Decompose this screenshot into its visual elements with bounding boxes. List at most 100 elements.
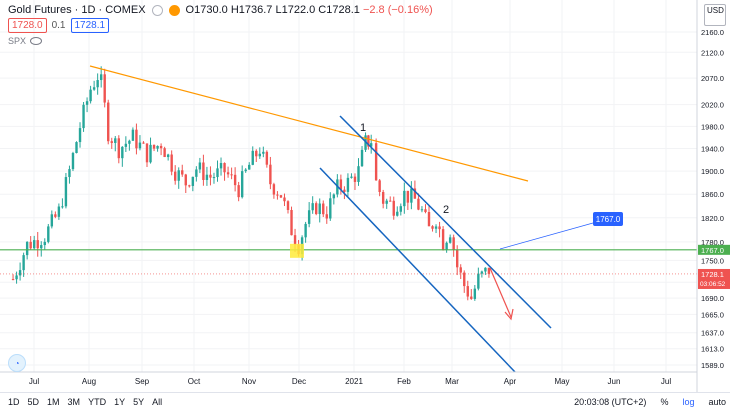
candle-body [181, 170, 184, 175]
auto-scale-toggle[interactable]: auto [708, 397, 726, 407]
candle-body [262, 151, 265, 154]
candle-body [279, 195, 283, 198]
candle-body [195, 169, 198, 177]
candle-body [406, 190, 410, 203]
change-value: −2.8 (−0.16%) [362, 4, 433, 16]
candle-body [40, 245, 43, 249]
candle-body [357, 166, 360, 182]
drawings: 1767.0 1 2 [0, 65, 697, 373]
time-tick-label: 2021 [345, 377, 363, 386]
time-tick-label: May [554, 377, 569, 386]
time-tick-label: Sep [135, 377, 150, 386]
candle-body [205, 174, 209, 180]
candle-body [166, 154, 170, 158]
symbol-title[interactable]: Gold Futures · 1D · COMEX [8, 4, 146, 16]
tradingview-logo-icon[interactable]: ◔ [8, 354, 26, 372]
candle-body [431, 226, 434, 229]
log-scale-toggle[interactable]: log [682, 397, 695, 407]
currency-selector[interactable]: USD [704, 4, 726, 26]
clock[interactable]: 20:03:08 (UTC+2) [574, 397, 647, 407]
projection-arrowhead [504, 308, 514, 321]
candle-body [360, 149, 364, 167]
candle-body [71, 153, 75, 170]
candle-body [304, 223, 307, 238]
candle-body [96, 80, 99, 88]
range-5d[interactable]: 5D [27, 397, 40, 407]
price-axis-bg [697, 0, 730, 392]
price-tick-label: 1780.0 [701, 238, 724, 247]
trendline-orange [89, 65, 529, 182]
candle-body [198, 162, 202, 170]
range-all[interactable]: All [152, 397, 163, 407]
high-value: H1736.7 [230, 4, 273, 16]
candle-body [307, 210, 311, 224]
candle-body [484, 267, 487, 272]
range-1d[interactable]: 1D [8, 397, 20, 407]
candle-body [410, 188, 413, 203]
range-1y[interactable]: 1Y [114, 397, 126, 407]
highlight-box [290, 243, 304, 258]
range-5y[interactable]: 5Y [133, 397, 145, 407]
range-ytd[interactable]: YTD [88, 397, 107, 407]
percent-scale-toggle[interactable]: % [660, 397, 669, 407]
time-tick-label: Nov [242, 377, 256, 386]
candle-body [350, 176, 353, 178]
candle-body [68, 169, 71, 178]
candle-body [184, 174, 187, 186]
time-tick-label: Aug [82, 377, 96, 386]
time-tick-label: Apr [504, 377, 517, 386]
candle-body [121, 146, 124, 159]
candle-body [251, 150, 254, 165]
candle-body [202, 162, 205, 180]
candle-body [11, 279, 15, 281]
price-tick-label: 1940.0 [701, 145, 724, 154]
candle-body [159, 145, 163, 149]
low-value: L1722.0 [275, 4, 316, 16]
price-tick-label: 2020.0 [701, 101, 724, 110]
candle-body [473, 288, 477, 299]
candle-body [413, 188, 417, 199]
candle-body [15, 275, 18, 280]
candle-body [392, 200, 395, 216]
price-tick-label: 1665.0 [701, 310, 724, 319]
candle-body [389, 200, 392, 202]
buy-button[interactable]: 1728.1 [70, 18, 110, 33]
candle-body [209, 174, 212, 178]
candle-body [353, 176, 357, 182]
candle-body [47, 226, 50, 242]
candle-body [103, 74, 106, 103]
candle-body [219, 163, 223, 169]
candle-body [367, 135, 370, 147]
candle-body [61, 206, 64, 208]
candle-body [399, 206, 402, 212]
candle-body [466, 286, 469, 297]
time-tick-label: Mar [445, 377, 459, 386]
candle-body [369, 143, 373, 147]
candle-body [240, 171, 244, 198]
candle-body [43, 241, 46, 246]
price-chart[interactable]: 1767.0 1 2 2160.0 2120.0 2070.0 2020.0 1980.0 1… [0, 0, 730, 392]
compare-symbol[interactable]: SPX [8, 36, 27, 46]
price-tick-label: 1820.0 [701, 214, 724, 223]
range-1m[interactable]: 1M [47, 397, 60, 407]
currency-label: USD [707, 6, 724, 15]
range-3m[interactable]: 3M [67, 397, 81, 407]
candle-body [216, 168, 219, 178]
candle-body [114, 138, 117, 143]
price-tick-label: 2160.0 [701, 28, 724, 37]
flag-icon[interactable] [168, 4, 180, 16]
hide-eye-icon[interactable] [30, 37, 43, 45]
candle-body [448, 237, 452, 243]
close-value: C1728.1 [318, 4, 360, 16]
open-value: O1730.0 [185, 4, 228, 16]
candle-body [385, 200, 388, 204]
candle-body [434, 226, 438, 229]
sell-button[interactable]: 1728.0 [8, 18, 47, 33]
candle-body [110, 141, 113, 143]
candle-body [142, 142, 145, 144]
candle-body [487, 267, 491, 274]
candle-body [54, 214, 57, 217]
candle-body [452, 237, 455, 250]
candle-body [135, 129, 138, 149]
price-tick-label: 1690.0 [701, 294, 724, 303]
